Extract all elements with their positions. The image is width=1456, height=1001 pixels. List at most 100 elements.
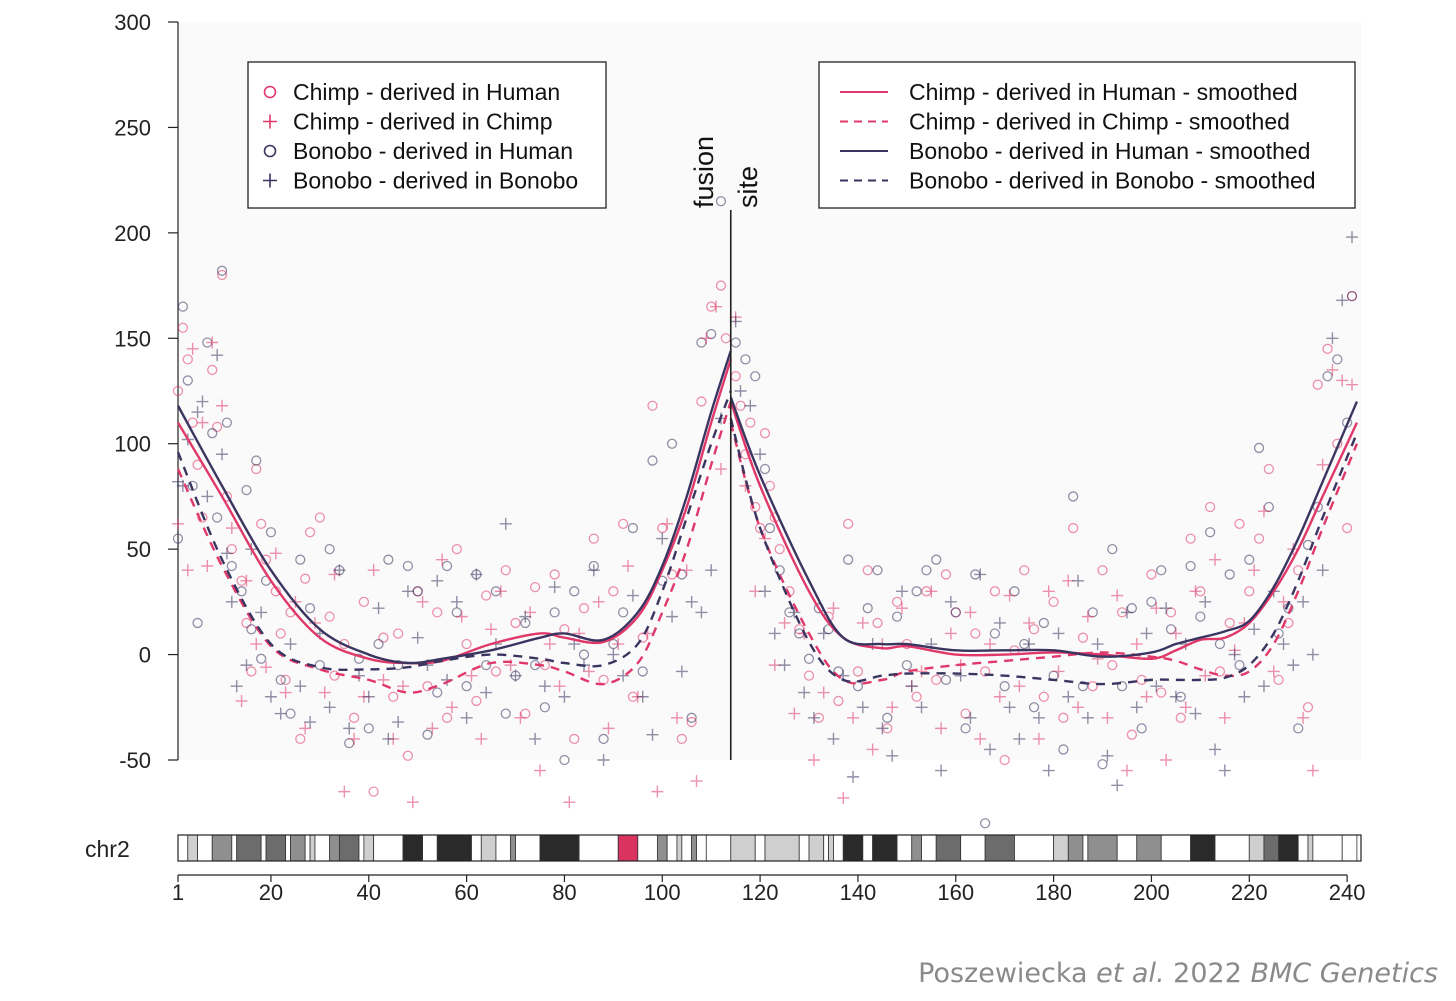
point-bonobo-derived-in-bonobo — [362, 690, 375, 703]
point-chimp-derived-in-chimp — [788, 707, 801, 720]
point-chimp-derived-in-chimp — [338, 785, 351, 798]
point-chimp-derived-in-human — [803, 670, 815, 681]
point-chimp-derived-in-chimp — [1277, 595, 1290, 608]
point-chimp-derived-in-human — [1107, 659, 1118, 671]
point-bonobo-derived-in-human — [950, 607, 961, 618]
point-chimp-derived-in-human — [339, 638, 350, 650]
point-bonobo-derived-in-human — [559, 754, 570, 766]
point-chimp-derived-in-chimp — [1199, 669, 1212, 682]
point-bonobo-derived-in-human — [461, 681, 472, 692]
x-tick-label: 180 — [1035, 880, 1072, 905]
point-chimp-derived-in-chimp — [1346, 378, 1358, 391]
point-chimp-derived-in-chimp — [661, 517, 674, 530]
line-chimp-derived-in-chimp-smoothed — [176, 401, 732, 694]
x-tick-label: 40 — [357, 880, 381, 905]
point-bonobo-derived-in-bonobo — [886, 749, 899, 762]
y-tick-label: 200 — [114, 221, 151, 246]
chromosome-band — [921, 834, 937, 862]
point-chimp-derived-in-human — [608, 586, 619, 597]
point-chimp-derived-in-human — [740, 449, 751, 460]
point-bonobo-derived-in-human — [617, 607, 629, 618]
x-tick-label: 120 — [742, 880, 779, 905]
point-chimp-derived-in-human — [715, 280, 727, 291]
point-bonobo-derived-in-bonobo — [1111, 779, 1124, 792]
legend-item-label: Chimp - derived in Human — [293, 79, 560, 105]
point-bonobo-derived-in-bonobo — [1277, 638, 1290, 651]
chromosome-band — [495, 834, 512, 862]
chromosome-band — [480, 834, 497, 862]
point-chimp-derived-in-chimp — [622, 560, 635, 573]
point-bonobo-derived-in-human — [740, 354, 751, 365]
x-tick-label: 240 — [1329, 880, 1366, 905]
point-bonobo-derived-in-human — [324, 543, 335, 555]
chromosome-band — [436, 834, 472, 862]
chromosome-band — [730, 834, 756, 862]
point-chimp-derived-in-chimp — [1257, 505, 1270, 518]
point-chimp-derived-in-chimp — [416, 595, 429, 608]
point-chimp-derived-in-chimp — [651, 785, 664, 798]
point-chimp-derived-in-human — [617, 518, 629, 529]
point-bonobo-derived-in-human — [432, 687, 443, 698]
smoothed-lines-layer — [176, 350, 1359, 694]
chromosome-band — [935, 834, 962, 862]
point-bonobo-derived-in-bonobo — [372, 602, 385, 615]
chromosome-band — [1087, 834, 1118, 862]
point-bonobo-derived-in-bonobo — [1238, 690, 1251, 703]
point-bonobo-derived-in-bonobo — [176, 479, 189, 492]
point-bonobo-derived-in-human — [578, 649, 590, 660]
point-bonobo-derived-in-human — [402, 560, 414, 572]
point-chimp-derived-in-chimp — [714, 463, 727, 476]
point-chimp-derived-in-chimp — [225, 522, 238, 535]
point-chimp-derived-in-human — [1185, 533, 1196, 544]
point-bonobo-derived-in-human — [1346, 290, 1358, 302]
point-bonobo-derived-in-human — [1156, 565, 1167, 576]
point-chimp-derived-in-chimp — [974, 732, 987, 745]
chromosome-band — [1214, 834, 1250, 862]
point-bonobo-derived-in-human — [441, 560, 453, 572]
chromosome-band — [637, 834, 658, 862]
point-chimp-derived-in-chimp — [1218, 711, 1231, 724]
point-chimp-derived-in-chimp — [406, 796, 419, 809]
point-chimp-derived-in-human — [388, 691, 399, 702]
x-tick-label: 20 — [259, 880, 283, 905]
point-chimp-derived-in-human — [999, 754, 1010, 766]
point-chimp-derived-in-chimp — [455, 610, 468, 623]
x-tick-label: 60 — [454, 880, 478, 905]
point-chimp-derived-in-human — [1038, 691, 1049, 702]
fusion-site-label-line1: fusion — [689, 136, 719, 208]
point-bonobo-derived-in-bonobo — [499, 517, 512, 530]
point-chimp-derived-in-human — [432, 607, 443, 618]
point-chimp-derived-in-chimp — [250, 638, 263, 651]
point-bonobo-derived-in-human — [500, 708, 511, 719]
point-bonobo-derived-in-human — [295, 554, 306, 565]
credit-authors: Poszewiecka — [918, 958, 1088, 989]
point-chimp-derived-in-chimp — [533, 764, 546, 777]
point-bonobo-derived-in-human — [246, 624, 257, 635]
point-chimp-derived-in-chimp — [475, 732, 488, 745]
point-bonobo-derived-in-bonobo — [230, 680, 243, 693]
point-bonobo-derived-in-bonobo — [509, 669, 522, 682]
point-chimp-derived-in-chimp — [494, 585, 507, 598]
point-chimp-derived-in-chimp — [1160, 754, 1173, 766]
legend-plus-marker — [263, 114, 277, 129]
point-chimp-derived-in-human — [348, 712, 360, 723]
point-bonobo-derived-in-bonobo — [529, 732, 542, 745]
point-bonobo-derived-in-human — [216, 265, 228, 276]
point-chimp-derived-in-human — [211, 421, 223, 432]
points-layer — [172, 196, 1358, 829]
point-bonobo-derived-in-human — [764, 522, 776, 534]
point-bonobo-derived-in-bonobo — [626, 589, 639, 602]
point-bonobo-derived-in-human — [353, 653, 365, 664]
point-chimp-derived-in-chimp — [1120, 764, 1133, 777]
line-bonobo-derived-in-human-smoothed — [176, 350, 732, 665]
point-bonobo-derived-in-bonobo — [264, 690, 277, 703]
point-chimp-derived-in-chimp — [886, 701, 899, 714]
point-bonobo-derived-in-bonobo — [798, 686, 811, 699]
point-bonobo-derived-in-human — [1195, 611, 1206, 622]
point-chimp-derived-in-chimp — [690, 775, 703, 788]
point-chimp-derived-in-human — [862, 565, 873, 576]
point-bonobo-derived-in-bonobo — [744, 399, 757, 412]
point-bonobo-derived-in-bonobo — [817, 627, 830, 640]
point-chimp-derived-in-chimp — [984, 638, 997, 651]
point-bonobo-derived-in-bonobo — [905, 680, 918, 693]
